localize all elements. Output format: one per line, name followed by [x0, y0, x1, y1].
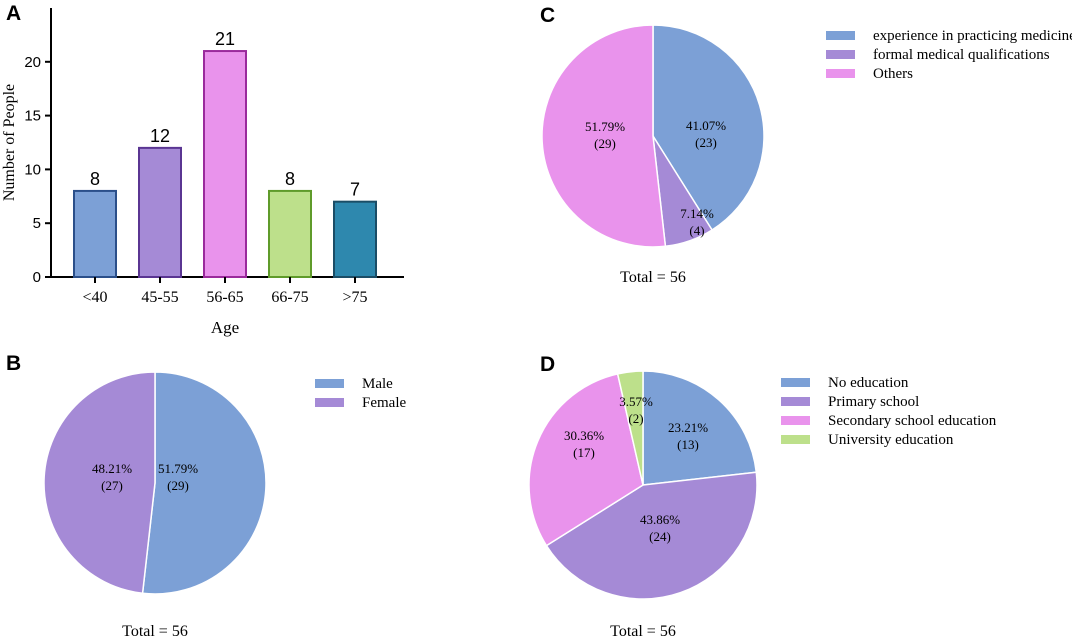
slice-percent-label: 51.79% [158, 461, 198, 476]
bar [138, 146, 182, 278]
panel-d-pie-chart: 23.21% (13) 43.86% (24) 30.36% (17) 3.57% (2) No… [528, 370, 997, 639]
legend-label: formal medical qualifications [873, 47, 1050, 63]
y-tick-label: 15 [24, 108, 41, 125]
slice-count-label: (29) [594, 136, 616, 151]
panel-b-pie-chart: 51.79% (29) 48.21% (27) Male Female Total = 56 [43, 371, 406, 639]
legend-swatch [315, 398, 344, 407]
bar-data-label: 12 [150, 126, 170, 146]
panel-letter-d: D [540, 353, 555, 376]
legend-label: Primary school [828, 394, 919, 410]
pie-slice [616, 370, 644, 486]
bar-data-label: 8 [285, 169, 295, 189]
pie-slice [541, 24, 667, 248]
bar [268, 189, 312, 278]
bar [73, 189, 117, 278]
x-tick-label: >75 [342, 289, 367, 306]
legend-label: Secondary school education [828, 413, 997, 429]
x-tick-label: 45-55 [141, 289, 178, 306]
y-tick-label: 5 [33, 215, 41, 232]
slice-count-label: (13) [677, 437, 699, 452]
slice-count-label: (29) [167, 478, 189, 493]
panel-letter-b: B [6, 352, 21, 375]
legend-swatch [781, 378, 810, 387]
y-axis-title: Number of People [1, 84, 18, 201]
slice-count-label: (23) [695, 135, 717, 150]
slice-percent-label: 7.14% [680, 206, 714, 221]
legend-label: Male [362, 376, 393, 392]
pie-slice [642, 370, 758, 486]
x-tick-label: 56-65 [206, 289, 243, 306]
slice-percent-label: 43.86% [640, 512, 680, 527]
legend-swatch [826, 50, 855, 59]
x-tick-label: <40 [82, 289, 107, 306]
legend-swatch [781, 416, 810, 425]
slice-count-label: (4) [689, 223, 704, 238]
legend-label: No education [828, 375, 909, 391]
bar-data-label: 7 [350, 180, 360, 200]
slice-percent-label: 51.79% [585, 119, 625, 134]
slice-count-label: (17) [573, 445, 595, 460]
pie-slice [43, 371, 156, 595]
slice-count-label: (27) [101, 478, 123, 493]
legend-swatch [826, 69, 855, 78]
total-label: Total = 56 [620, 269, 686, 286]
x-axis-title: Age [211, 318, 239, 337]
bar [203, 50, 247, 279]
bar-data-label: 21 [215, 29, 235, 49]
panel-c-pie-chart: 41.07% (23) 7.14% (4) 51.79% (29) experience i… [541, 24, 1072, 286]
legend-swatch [781, 435, 810, 444]
y-tick-label: 10 [24, 161, 41, 178]
legend-swatch [826, 31, 855, 40]
legend-swatch [315, 379, 344, 388]
slice-count-label: (2) [628, 411, 643, 426]
panel-letter-a: A [6, 2, 21, 25]
legend-label: Others [873, 66, 913, 82]
pie-slice [528, 372, 644, 547]
slice-percent-label: 41.07% [686, 118, 726, 133]
y-tick-label: 20 [24, 54, 41, 71]
slice-percent-label: 23.21% [668, 420, 708, 435]
pie-slice [652, 24, 765, 232]
total-label: Total = 56 [610, 623, 676, 639]
bar-data-label: 8 [90, 169, 100, 189]
y-tick-label: 0 [33, 269, 41, 286]
legend-swatch [781, 397, 810, 406]
pie-slice [141, 371, 267, 595]
x-tick-label: 66-75 [271, 289, 308, 306]
slice-percent-label: 48.21% [92, 461, 132, 476]
bar [333, 200, 377, 278]
slice-percent-label: 30.36% [564, 428, 604, 443]
legend-label: University education [828, 432, 954, 448]
legend-label: experience in practicing medicine [873, 28, 1072, 44]
pie-slice [545, 471, 758, 600]
legend-label: Female [362, 395, 406, 411]
panel-a-bar-chart: 0 5 10 15 20 Number of People 8 <40 12 45-55 21 56-… [1, 8, 404, 337]
panel-letter-c: C [540, 4, 555, 27]
total-label: Total = 56 [122, 623, 188, 639]
slice-count-label: (24) [649, 529, 671, 544]
slice-percent-label: 3.57% [619, 394, 653, 409]
